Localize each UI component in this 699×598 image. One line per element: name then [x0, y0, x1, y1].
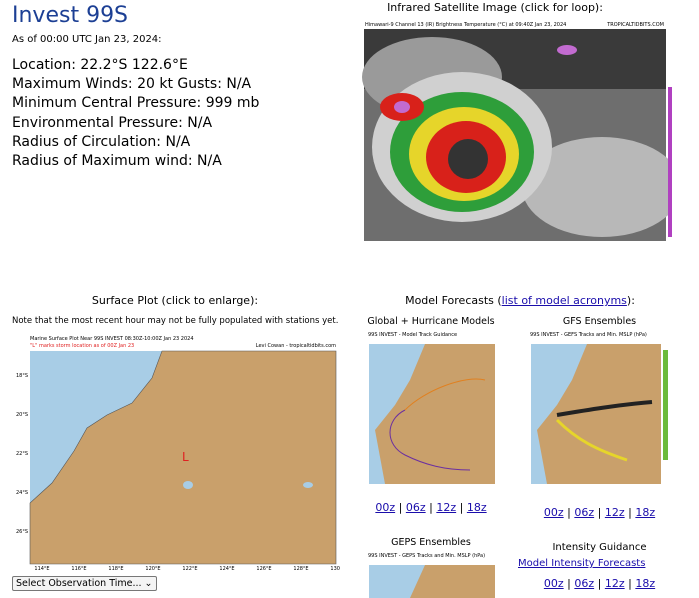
lat-label: 18°S — [16, 373, 28, 379]
separator: | — [597, 577, 602, 590]
acronyms-link[interactable]: list of model acronyms — [501, 294, 627, 307]
separator: | — [597, 506, 602, 519]
run-link[interactable]: 12z — [604, 577, 625, 590]
run-link[interactable]: 12z — [604, 506, 625, 519]
detail: Environmental Pressure: N/A — [12, 114, 213, 131]
panel-title: Global + Hurricane Models — [367, 316, 495, 327]
lon-label: 118°E — [108, 566, 123, 571]
lat-label: 26°S — [16, 529, 28, 535]
image-title: 99S INVEST - GEFS Tracks and Min. MSLP (… — [530, 332, 647, 338]
surface-map[interactable]: L Marine Surface Plot Near 99S INVEST 08… — [12, 333, 340, 571]
image-title: 99S INVEST - Model Track Guidance — [368, 332, 457, 338]
satellite-heading: Infrared Satellite Image (click for loop… — [387, 1, 603, 14]
separator: | — [398, 501, 403, 514]
lat-label: 24°S — [16, 490, 28, 496]
detail: Minimum Central Pressure: 999 mb — [12, 95, 260, 112]
run-links: 00z | 06z | 12z | 18z — [527, 577, 672, 590]
run-link[interactable]: 18z — [466, 501, 487, 514]
details: Location: 22.2°S 122.6°E Maximum Winds: … — [12, 56, 259, 171]
storm-title: Invest 99S — [12, 3, 129, 28]
gefs-image[interactable]: 99S INVEST - GEFS Tracks and Min. MSLP (… — [527, 330, 672, 488]
models-heading: Model Forecasts (list of model acronyms)… — [360, 294, 680, 307]
observation-select[interactable]: Select Observation Time... ⌄ — [12, 576, 157, 591]
lon-label: 116°E — [71, 566, 86, 571]
run-link[interactable]: 06z — [405, 501, 426, 514]
run-link[interactable]: 18z — [635, 577, 656, 590]
run-link[interactable]: 06z — [574, 506, 595, 519]
models-heading-end: ): — [626, 294, 635, 307]
as-of: As of 00:00 UTC Jan 23, 2024: — [12, 34, 162, 45]
run-link[interactable]: 18z — [635, 506, 656, 519]
surface-note: Note that the most recent hour may not b… — [12, 316, 339, 326]
lat-label: 22°S — [16, 451, 28, 457]
run-link[interactable]: 12z — [436, 501, 457, 514]
run-links: 00z | 06z | 12z | 18z — [527, 506, 672, 519]
select-label: Select Observation Time... — [16, 578, 142, 589]
map-subtitle: "L" marks storm location as of 00Z Jan 2… — [30, 343, 134, 349]
lon-label: 128°E — [293, 566, 308, 571]
track-image[interactable]: 99S INVEST - Model Track Guidance — [365, 330, 497, 488]
run-link[interactable]: 00z — [375, 501, 396, 514]
satellite-image[interactable]: Himawari-9 Channel 13 (IR) Brightness Te… — [352, 17, 672, 251]
surface-heading: Surface Plot (click to enlarge): — [91, 294, 259, 307]
image-title: 99S INVEST - GEPS Tracks and Min. MSLP (… — [368, 553, 485, 559]
panel-title: Intensity Guidance — [552, 542, 647, 553]
satellite-credit: TROPICALTIDBITS.COM — [606, 22, 664, 28]
separator: | — [567, 577, 571, 590]
lon-label: 126°E — [256, 566, 271, 571]
map-title: Marine Surface Plot Near 99S INVEST 08:3… — [30, 336, 194, 342]
lon-label: 120°E — [145, 566, 160, 571]
detail: Location: 22.2°S 122.6°E — [12, 57, 188, 73]
run-links: 00z | 06z | 12z | 18z — [365, 501, 497, 514]
detail: Maximum Winds: 20 kt Gusts: N/A — [12, 76, 252, 93]
storm-marker: L — [182, 450, 189, 464]
models-heading-text: Model Forecasts ( — [405, 294, 502, 307]
lon-label: 130°E — [330, 566, 340, 571]
detail: Radius of Circulation: N/A — [12, 133, 191, 150]
map-credit: Levi Cowan - tropicaltidbits.com — [256, 343, 336, 349]
separator: | — [628, 577, 632, 590]
panel-title: GFS Ensembles — [562, 316, 637, 327]
separator: | — [567, 506, 571, 519]
lat-label: 20°S — [16, 412, 28, 418]
lon-label: 124°E — [219, 566, 234, 571]
satellite-caption: Himawari-9 Channel 13 (IR) Brightness Te… — [365, 22, 566, 28]
intensity-link[interactable]: Model Intensity Forecasts — [518, 558, 646, 569]
run-link[interactable]: 00z — [543, 506, 564, 519]
run-link[interactable]: 06z — [574, 577, 595, 590]
separator: | — [459, 501, 464, 514]
detail: Radius of Maximum wind: N/A — [12, 153, 222, 170]
lon-label: 114°E — [34, 566, 49, 571]
lon-label: 122°E — [182, 566, 197, 571]
separator: | — [628, 506, 632, 519]
geps-image[interactable]: 99S INVEST - GEPS Tracks and Min. MSLP (… — [365, 551, 497, 598]
panel-title: GEPS Ensembles — [391, 537, 471, 548]
separator: | — [429, 501, 433, 514]
run-link[interactable]: 00z — [543, 577, 564, 590]
